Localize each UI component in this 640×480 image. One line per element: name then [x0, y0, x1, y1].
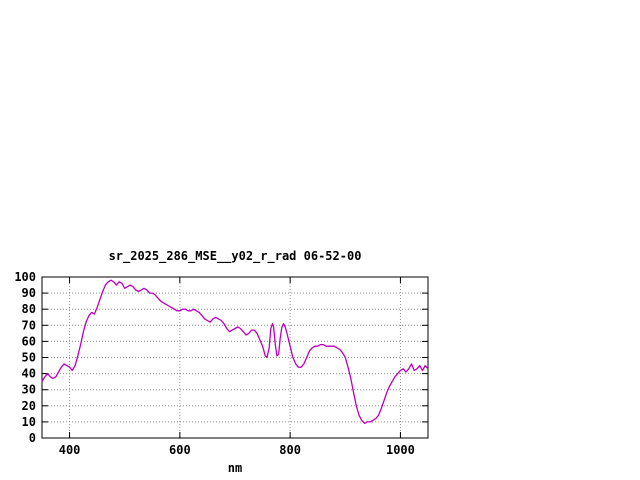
y-tick-label: 50: [22, 351, 36, 365]
y-tick-label: 100: [14, 270, 36, 284]
y-tick-label: 80: [22, 302, 36, 316]
y-tick-label: 40: [22, 367, 36, 381]
chart-title: sr_2025_286_MSE__y02_r_rad 06-52-00: [108, 249, 362, 263]
y-tick-label: 0: [29, 431, 36, 445]
spectrum-line: [41, 279, 429, 425]
y-tick-label: 20: [22, 399, 36, 413]
y-tick-label: 70: [22, 318, 36, 332]
x-tick-label: 400: [59, 443, 81, 457]
x-tick-label: 1000: [386, 443, 415, 457]
x-tick-label: 600: [169, 443, 191, 457]
x-axis-label: nm: [227, 461, 243, 475]
y-tick-label: 90: [22, 286, 36, 300]
y-tick-label: 30: [22, 383, 36, 397]
y-tick-label: 10: [22, 415, 36, 429]
x-tick-label: 800: [279, 443, 301, 457]
y-tick-label: 60: [22, 334, 36, 348]
